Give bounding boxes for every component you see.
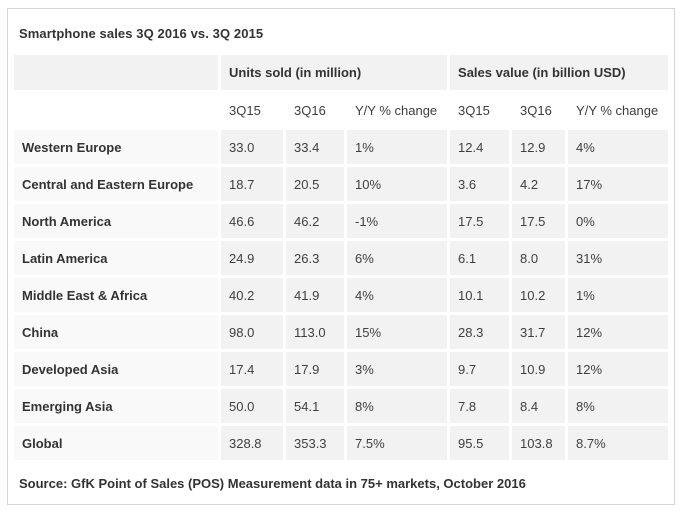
value-cell: 31.7 (512, 315, 566, 349)
col-header-value-3q15: 3Q15 (450, 93, 510, 127)
value-cell: -1% (347, 204, 448, 238)
value-cell: 353.3 (286, 426, 344, 460)
value-cell: 7.5% (347, 426, 448, 460)
table-row-china: China 98.0 113.0 15% 28.3 31.7 12% (14, 315, 668, 349)
value-cell: 17% (568, 167, 668, 201)
value-cell: 33.4 (286, 130, 344, 164)
sales-table-panel: Smartphone sales 3Q 2016 vs. 3Q 2015 Uni… (7, 8, 675, 505)
value-cell: 24.9 (221, 241, 283, 275)
value-cell: 17.5 (512, 204, 566, 238)
region-label: Global (14, 426, 218, 460)
value-cell: 4.2 (512, 167, 566, 201)
value-cell: 10.1 (450, 278, 510, 312)
value-cell: 0% (568, 204, 668, 238)
sub-header-row: 3Q15 3Q16 Y/Y % change 3Q15 3Q16 Y/Y % c… (14, 93, 668, 127)
value-cell: 15% (347, 315, 448, 349)
value-cell: 8% (347, 389, 448, 423)
region-label: China (14, 315, 218, 349)
value-cell: 17.9 (286, 352, 344, 386)
value-cell: 103.8 (512, 426, 566, 460)
value-cell: 31% (568, 241, 668, 275)
col-header-units-yoy: Y/Y % change (347, 93, 448, 127)
value-cell: 12.4 (450, 130, 510, 164)
value-cell: 20.5 (286, 167, 344, 201)
value-cell: 12% (568, 315, 668, 349)
table-title: Smartphone sales 3Q 2016 vs. 3Q 2015 (19, 26, 264, 41)
value-cell: 113.0 (286, 315, 344, 349)
value-cell: 26.3 (286, 241, 344, 275)
source-note: Source: GfK Point of Sales (POS) Measure… (19, 476, 526, 491)
value-cell: 10.2 (512, 278, 566, 312)
table-row-western-europe: Western Europe 33.0 33.4 1% 12.4 12.9 4% (14, 130, 668, 164)
value-cell: 46.6 (221, 204, 283, 238)
value-cell: 95.5 (450, 426, 510, 460)
corner-subheader-cell (14, 93, 218, 127)
value-cell: 12.9 (512, 130, 566, 164)
value-cell: 28.3 (450, 315, 510, 349)
group-header-units-sold: Units sold (in million) (221, 55, 448, 90)
corner-header-cell (14, 55, 218, 90)
value-cell: 4% (568, 130, 668, 164)
value-cell: 3% (347, 352, 448, 386)
region-label: Latin America (14, 241, 218, 275)
smartphone-sales-table: Units sold (in million) Sales value (in … (11, 52, 671, 463)
value-cell: 7.8 (450, 389, 510, 423)
value-cell: 9.7 (450, 352, 510, 386)
value-cell: 46.2 (286, 204, 344, 238)
table-row-central-eastern-europe: Central and Eastern Europe 18.7 20.5 10%… (14, 167, 668, 201)
value-cell: 17.5 (450, 204, 510, 238)
region-label: Emerging Asia (14, 389, 218, 423)
value-cell: 54.1 (286, 389, 344, 423)
region-label: Central and Eastern Europe (14, 167, 218, 201)
value-cell: 1% (568, 278, 668, 312)
table-row-global: Global 328.8 353.3 7.5% 95.5 103.8 8.7% (14, 426, 668, 460)
value-cell: 41.9 (286, 278, 344, 312)
value-cell: 8.4 (512, 389, 566, 423)
value-cell: 18.7 (221, 167, 283, 201)
value-cell: 8% (568, 389, 668, 423)
value-cell: 40.2 (221, 278, 283, 312)
group-header-row: Units sold (in million) Sales value (in … (14, 55, 668, 90)
table-row-latin-america: Latin America 24.9 26.3 6% 6.1 8.0 31% (14, 241, 668, 275)
table-row-north-america: North America 46.6 46.2 -1% 17.5 17.5 0% (14, 204, 668, 238)
region-label: Developed Asia (14, 352, 218, 386)
value-cell: 1% (347, 130, 448, 164)
table-row-developed-asia: Developed Asia 17.4 17.9 3% 9.7 10.9 12% (14, 352, 668, 386)
value-cell: 17.4 (221, 352, 283, 386)
value-cell: 98.0 (221, 315, 283, 349)
value-cell: 6.1 (450, 241, 510, 275)
value-cell: 10.9 (512, 352, 566, 386)
value-cell: 4% (347, 278, 448, 312)
value-cell: 328.8 (221, 426, 283, 460)
col-header-units-3q15: 3Q15 (221, 93, 283, 127)
value-cell: 33.0 (221, 130, 283, 164)
value-cell: 6% (347, 241, 448, 275)
region-label: Middle East & Africa (14, 278, 218, 312)
value-cell: 10% (347, 167, 448, 201)
value-cell: 8.0 (512, 241, 566, 275)
value-cell: 50.0 (221, 389, 283, 423)
table-row-emerging-asia: Emerging Asia 50.0 54.1 8% 7.8 8.4 8% (14, 389, 668, 423)
col-header-units-3q16: 3Q16 (286, 93, 344, 127)
region-label: Western Europe (14, 130, 218, 164)
region-label: North America (14, 204, 218, 238)
col-header-value-3q16: 3Q16 (512, 93, 566, 127)
table-row-middle-east-africa: Middle East & Africa 40.2 41.9 4% 10.1 1… (14, 278, 668, 312)
group-header-sales-value: Sales value (in billion USD) (450, 55, 668, 90)
value-cell: 8.7% (568, 426, 668, 460)
value-cell: 12% (568, 352, 668, 386)
col-header-value-yoy: Y/Y % change (568, 93, 668, 127)
value-cell: 3.6 (450, 167, 510, 201)
